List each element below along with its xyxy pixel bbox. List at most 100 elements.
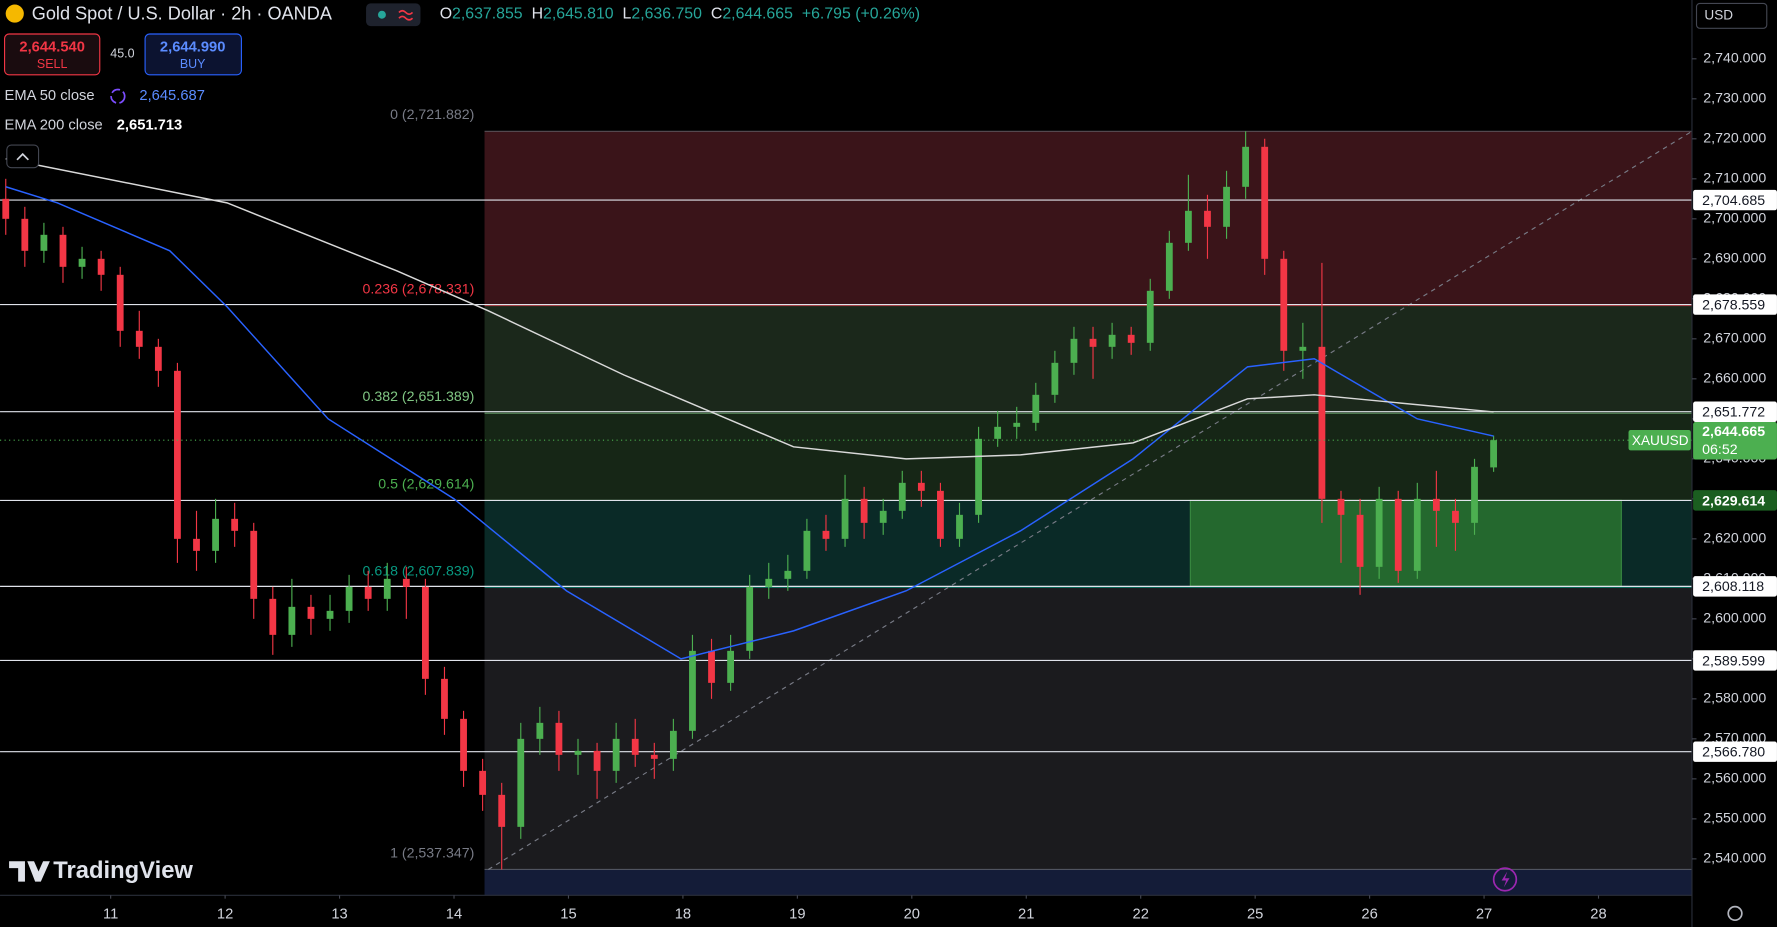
price-line-label: 2,608.118: [1702, 579, 1764, 595]
y-tick-label: 2,740.000: [1703, 51, 1766, 67]
open-label: O: [440, 6, 452, 23]
y-tick-label: 2,670.000: [1703, 331, 1766, 347]
candle-body: [402, 578, 410, 587]
sell-button[interactable]: [3, 33, 101, 76]
buy-button[interactable]: [144, 33, 242, 76]
x-tick-label: 18: [675, 906, 691, 922]
sell-price: 2,644.540: [19, 39, 84, 55]
alert-icon[interactable]: [1492, 867, 1518, 892]
ema-line: [5, 186, 1494, 660]
support-zone: [1189, 499, 1622, 587]
candle-body: [574, 750, 582, 755]
x-tick-label: 15: [560, 906, 576, 922]
ema-line: [5, 158, 1494, 460]
candle-body: [460, 718, 467, 771]
fib-level-label: 0 (2,721.882): [390, 107, 474, 123]
fib-level-label: 0.618 (2,607.839): [363, 563, 475, 579]
price-line-tag: [1693, 189, 1777, 211]
candle-body: [593, 750, 601, 771]
price-line-tag: [1693, 490, 1777, 511]
y-tick-label: 2,690.000: [1703, 251, 1766, 267]
currency-label: USD: [1704, 7, 1733, 22]
candle-body: [116, 274, 124, 331]
candle-body: [803, 530, 811, 571]
x-tick-label: 12: [217, 906, 233, 922]
low-label: L: [623, 6, 632, 23]
price-line-label: 2,704.685: [1702, 193, 1765, 209]
candle-body: [1413, 498, 1421, 571]
collapse-button[interactable]: [6, 144, 40, 169]
candle-body: [555, 722, 563, 755]
candle-body: [21, 218, 29, 251]
price-axis-bg: [1691, 0, 1777, 927]
candle-body: [1490, 440, 1497, 468]
y-tick-label: 2,560.000: [1703, 771, 1766, 787]
candle-body: [2, 198, 10, 219]
spread: 45.0: [110, 47, 134, 61]
x-tick-label: 27: [1476, 906, 1492, 922]
candle-body: [1223, 186, 1230, 227]
candle-body: [1299, 346, 1307, 351]
candle-body: [250, 530, 258, 599]
candle-body: [288, 606, 296, 635]
price-line-label: 2,566.780: [1702, 745, 1765, 761]
countdown-label: 06:52: [1702, 442, 1738, 458]
candle-body: [1318, 346, 1326, 499]
candle-body: [1204, 210, 1211, 227]
price-line-label: 2,651.772: [1702, 405, 1765, 421]
candle-body: [498, 794, 506, 827]
symbol-title: Gold Spot / U.S. Dollar · 2h · OANDA: [32, 4, 333, 24]
currency-button[interactable]: [1695, 2, 1768, 29]
candle-body: [612, 738, 620, 771]
candle-body: [269, 598, 277, 635]
candle-body: [689, 650, 696, 731]
fib-level-label: 0.382 (2,651.389): [363, 389, 475, 405]
fib-level-label: 0.236 (2,678.331): [363, 281, 475, 297]
candle-body: [193, 538, 200, 551]
y-tick-label: 2,550.000: [1703, 811, 1766, 827]
x-tick-label: 14: [446, 906, 462, 922]
candle-body: [345, 586, 353, 611]
candle-body: [1471, 466, 1478, 523]
candle-body: [1013, 422, 1021, 427]
candle-body: [1261, 146, 1269, 259]
candle-body: [40, 234, 48, 251]
candle-body: [1375, 498, 1383, 567]
settings-icon[interactable]: [1727, 905, 1743, 922]
status-pill[interactable]: [366, 3, 421, 27]
y-tick-label: 2,730.000: [1703, 91, 1766, 107]
y-tick-label: 2,700.000: [1703, 211, 1766, 227]
candle-body: [1032, 394, 1040, 423]
x-tick-label: 19: [789, 906, 805, 922]
ema50-legend-name: EMA 50 close: [5, 88, 95, 104]
candle-body: [1051, 362, 1059, 395]
x-tick-label: 11: [103, 906, 118, 922]
high-value: 2,645.810: [543, 6, 614, 23]
candle-body: [536, 722, 544, 739]
candle-body: [937, 490, 944, 539]
candle-body: [1280, 258, 1288, 351]
close-value: 2,644.665: [722, 6, 793, 23]
x-tick-label: 21: [1018, 906, 1034, 922]
candle-body: [1146, 290, 1154, 343]
candle-body: [975, 438, 982, 515]
candle-body: [135, 330, 143, 347]
candle-body: [765, 578, 773, 587]
fib-level-label: 0.5 (2,629.614): [378, 476, 474, 492]
last-price-tag: [1693, 422, 1777, 460]
candle-body: [212, 518, 219, 551]
candle-body: [746, 586, 754, 651]
fib-band: [484, 587, 1692, 870]
ema200-legend-value: 2,651.713: [117, 118, 182, 134]
fib-band: [484, 305, 1692, 414]
logo-mark: [9, 861, 50, 882]
market-status-dot: [377, 10, 386, 19]
price-line-tag: [1693, 576, 1777, 597]
ema200-legend-name: EMA 200 close: [5, 118, 103, 134]
candle-body: [879, 510, 887, 523]
y-tick-label: 2,620.000: [1703, 531, 1766, 547]
candle-body: [97, 258, 105, 275]
